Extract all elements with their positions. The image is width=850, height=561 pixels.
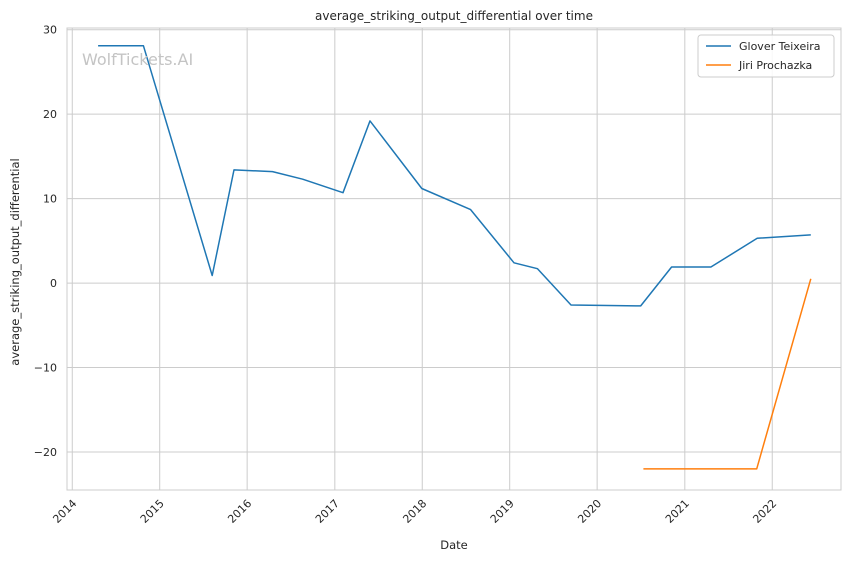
y-tick-label: −10 — [34, 362, 57, 375]
y-tick-labels: 30 20 10 0 −10 −20 — [34, 24, 57, 459]
legend: Glover Teixeira Jiri Prochazka — [697, 34, 835, 78]
series-layer — [98, 44, 812, 470]
y-axis-title: average_striking_output_differential — [8, 158, 22, 365]
y-tick-label: 10 — [43, 193, 57, 206]
legend-box — [697, 34, 835, 78]
watermark: WolfTickets.AI — [82, 50, 193, 69]
legend-label-jiri-prochazka: Jiri Prochazka — [738, 59, 812, 72]
y-tick-label: 0 — [50, 277, 57, 290]
y-tick-label: −20 — [34, 446, 57, 459]
legend-label-glover-teixeira: Glover Teixeira — [739, 40, 821, 53]
chart-title: average_striking_output_differential ove… — [315, 9, 593, 23]
x-axis-title: Date — [440, 538, 468, 552]
grid-lines — [67, 28, 841, 490]
y-tick-label: 30 — [43, 24, 57, 37]
y-tick-label: 20 — [43, 108, 57, 121]
series-line-jiri-prochazka — [643, 278, 812, 470]
plot-frame — [66, 27, 842, 491]
series-line-glover-teixeira — [98, 44, 811, 307]
